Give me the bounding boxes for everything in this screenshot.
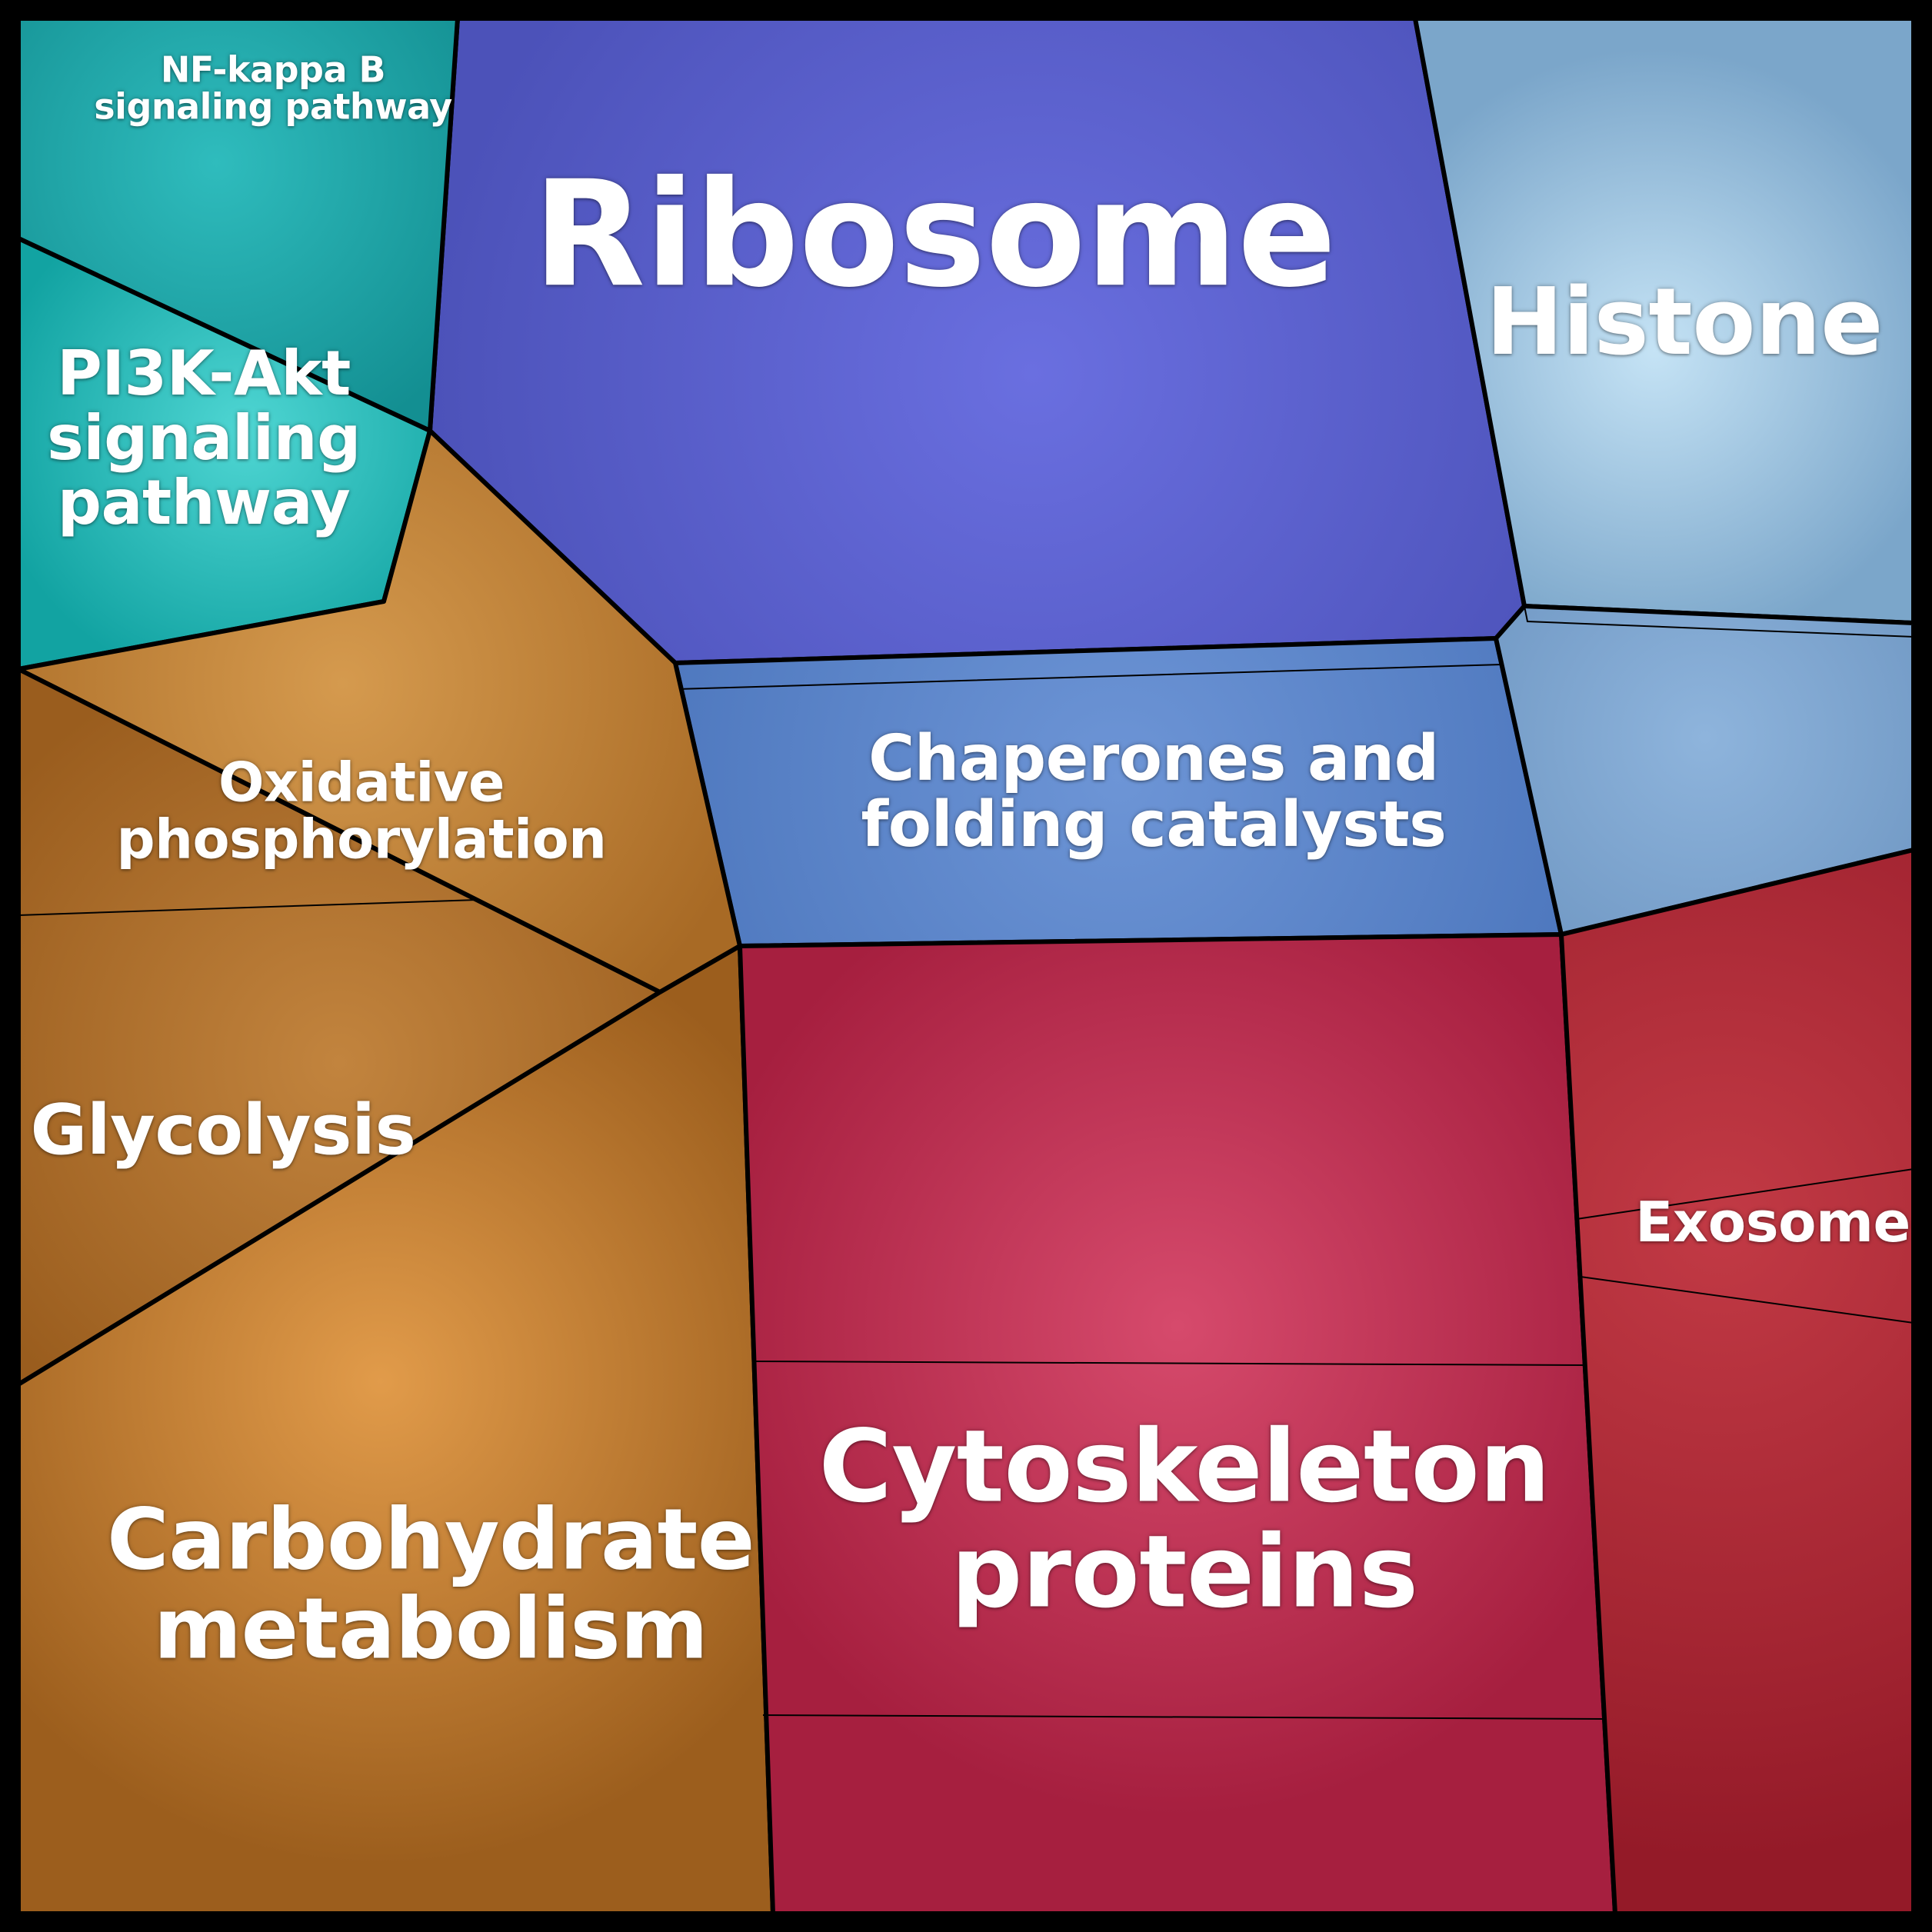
label-nf-kappa-b: NF-kappa B signaling pathway [94, 52, 451, 126]
label-oxidative-phos: Oxidative phosphorylation [117, 755, 607, 868]
voronoi-treemap: Ribosome NF-kappa B signaling pathway PI3K… [0, 0, 1932, 1932]
label-histone: Histone [1486, 275, 1883, 371]
cell-ribosome [430, 18, 1524, 663]
label-exosome: Exosome [1635, 1194, 1910, 1252]
cell-exosome [1561, 850, 1914, 1914]
label-carbohydrate: Carbohydrate metabolism [107, 1496, 754, 1674]
label-cytoskeleton: Cytoskeleton proteins [819, 1414, 1551, 1624]
label-chaperones: Chaperones and folding catalysts [861, 726, 1447, 858]
label-pi3k-akt: PI3K-Akt signaling pathway [47, 341, 361, 535]
label-ribosome: Ribosome [533, 158, 1336, 311]
label-glycolysis: Glycolysis [30, 1094, 415, 1168]
